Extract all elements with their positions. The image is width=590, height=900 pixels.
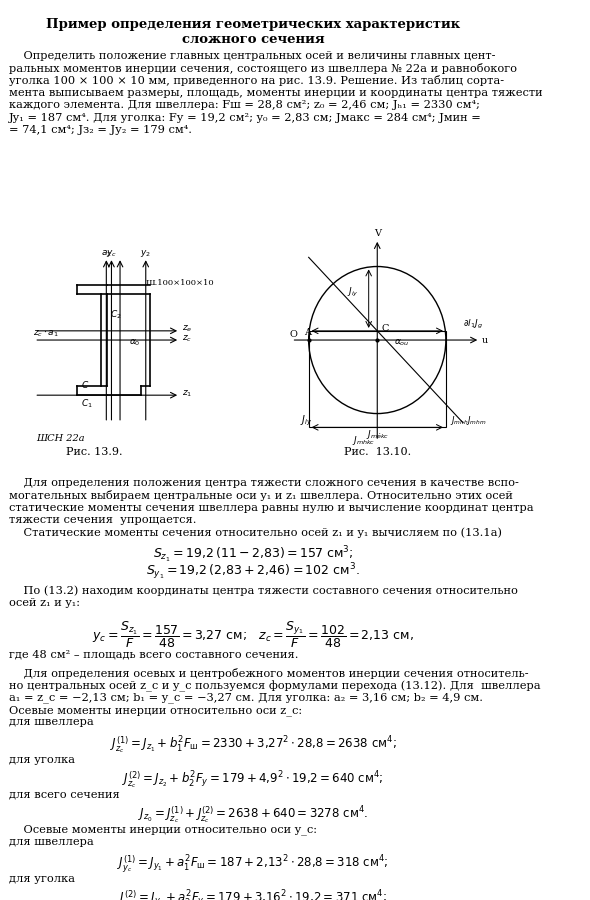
Text: могательных выбираем центральные оси y₁ и z₁ швеллера. Относительно этих осей: могательных выбираем центральные оси y₁ … — [9, 491, 513, 501]
Text: V: V — [373, 230, 381, 238]
Text: Статические моменты сечения относительно осей z₁ и y₁ вычисляем по (13.1а): Статические моменты сечения относительно… — [9, 527, 502, 538]
Text: $J^{(2)}_{z_c} = J_{z_2} + b_2^2 F_y = 179 + 4{,}9^2 \cdot 19{,}2 = 640\ \text{с: $J^{(2)}_{z_c} = J_{z_2} + b_2^2 F_y = 1… — [122, 770, 384, 790]
Text: статические моменты сечения швеллера равны нулю и вычисление координат центра: статические моменты сечения швеллера рав… — [9, 503, 533, 513]
Text: для уголка: для уголка — [9, 754, 74, 764]
Text: сложного сечения: сложного сечения — [182, 33, 324, 46]
Text: $J^{(2)}_{y_c} = J_{y_2} + a_2^2 F_y = 179 + 3{,}16^2 \cdot 19{,}2 = 371\ \text{: $J^{(2)}_{y_c} = J_{y_2} + a_2^2 F_y = 1… — [119, 888, 388, 900]
Text: Осевые моменты инерции относительно оси y_c:: Осевые моменты инерции относительно оси … — [9, 824, 317, 835]
Text: $y_2$: $y_2$ — [140, 248, 151, 259]
Text: для швеллера: для швеллера — [9, 837, 93, 847]
Text: a₁ = z_c = −2,13 см; b₁ = y_c = −3,27 см. Для уголка: a₂ = 3,16 см; b₂ = 4,9 см.: a₁ = z_c = −2,13 см; b₁ = y_c = −3,27 см… — [9, 692, 483, 703]
Text: $S_{z_1} = 19{,}2\,(11 - 2{,}83) = 157\ \text{см}^3;$: $S_{z_1} = 19{,}2\,(11 - 2{,}83) = 157\ … — [153, 544, 353, 564]
Text: ШСН 22а: ШСН 22а — [36, 434, 84, 443]
Text: $\alpha_{ou}$: $\alpha_{ou}$ — [394, 338, 410, 348]
Text: Осевые моменты инерции относительно оси z_c:: Осевые моменты инерции относительно оси … — [9, 705, 301, 716]
Text: A: A — [304, 328, 312, 338]
Text: $J_{mhh} J_{mhm}$: $J_{mhh} J_{mhm}$ — [450, 414, 487, 427]
Text: $\partial l_1 J_g$: $\partial l_1 J_g$ — [463, 318, 483, 330]
Text: $J_{iy}$: $J_{iy}$ — [348, 285, 359, 299]
Text: = 74,1 см⁴; Jз₂ = Jу₂ = 179 см⁴.: = 74,1 см⁴; Jз₂ = Jу₂ = 179 см⁴. — [9, 125, 192, 135]
Text: Рис. 13.9.: Рис. 13.9. — [66, 447, 123, 457]
Text: $J_{m\acute{e}kc}$: $J_{m\acute{e}kc}$ — [366, 428, 389, 440]
Text: для уголка: для уголка — [9, 874, 74, 884]
Text: мента выписываем размеры, площадь, моменты инерции и координаты центра тяжести: мента выписываем размеры, площадь, момен… — [9, 88, 542, 98]
Text: Jу₁ = 187 см⁴. Для уголка: Fу = 19,2 см²; y₀ = 2,83 см; Jмакс = 284 см⁴; Jмин =: Jу₁ = 187 см⁴. Для уголка: Fу = 19,2 см²… — [9, 112, 481, 122]
Text: для швеллера: для швеллера — [9, 717, 93, 727]
Text: $z_e$: $z_e$ — [182, 324, 192, 334]
Bar — [309, 331, 446, 428]
Text: Определить положение главных центральных осей и величины главных цент-: Определить положение главных центральных… — [9, 50, 495, 60]
Text: $y_c$: $y_c$ — [106, 248, 117, 259]
Text: По (13.2) находим координаты центра тяжести составного сечения относительно: По (13.2) находим координаты центра тяже… — [9, 586, 517, 597]
Text: для всего сечения: для всего сечения — [9, 789, 119, 799]
Text: $y_c = \dfrac{S_{z_1}}{F} = \dfrac{157}{48} = 3{,}27\ \text{см;}\ \ \ z_c = \dfr: $y_c = \dfrac{S_{z_1}}{F} = \dfrac{157}{… — [92, 620, 414, 650]
Text: каждого элемента. Для швеллера: Fш = 28,8 см²; z₀ = 2,46 см; Jₕ₁ = 2330 см⁴;: каждого элемента. Для швеллера: Fш = 28,… — [9, 100, 480, 110]
Text: Рис.  13.10.: Рис. 13.10. — [344, 447, 411, 457]
Text: $z_c \cdot a_1$: $z_c \cdot a_1$ — [32, 328, 58, 339]
Text: но центральных осей z_c и y_c пользуемся формулами перехода (13.12). Для  швелле: но центральных осей z_c и y_c пользуемся… — [9, 680, 540, 691]
Text: Для определения осевых и центробежного моментов инерции сечения относитель-: Для определения осевых и центробежного м… — [9, 668, 528, 679]
Text: $J_{iy}$: $J_{iy}$ — [300, 413, 313, 428]
Text: $C_2$: $C_2$ — [110, 308, 122, 320]
Text: Пример определения геометрических характеристик: Пример определения геометрических характ… — [46, 18, 460, 32]
Text: $z_c$: $z_c$ — [182, 333, 192, 344]
Text: $J^{(1)}_{y_c} = J_{y_1} + a_1^2 F_\text{ш} = 187 + 2{,}13^2 \cdot 28{,}8 = 318\: $J^{(1)}_{y_c} = J_{y_1} + a_1^2 F_\text… — [117, 854, 389, 875]
Text: Для определения положения центра тяжести сложного сечения в качестве вспо-: Для определения положения центра тяжести… — [9, 478, 519, 488]
Text: $J_{z_0} = J^{(1)}_{z_c} + J^{(2)}_{z_c} = 2638 + 640 = 3278\ \text{см}^4.$: $J_{z_0} = J^{(1)}_{z_c} + J^{(2)}_{z_c}… — [138, 804, 368, 825]
Text: $a_2$: $a_2$ — [101, 248, 112, 259]
Text: $C$: $C$ — [81, 379, 90, 390]
Text: $J_{mhkc}$: $J_{mhkc}$ — [352, 434, 375, 447]
Text: $C_1$: $C_1$ — [81, 397, 93, 410]
Text: где 48 см² – площадь всего составного сечения.: где 48 см² – площадь всего составного се… — [9, 649, 298, 660]
Text: тяжести сечения  упрощается.: тяжести сечения упрощается. — [9, 515, 196, 525]
Text: O: O — [290, 330, 298, 339]
Text: $J^{(1)}_{z_c} = J_{z_1} + b_1^2 F_\text{ш} = 2330 + 3{,}27^2 \cdot 28{,}8 = 263: $J^{(1)}_{z_c} = J_{z_1} + b_1^2 F_\text… — [110, 734, 396, 755]
Text: осей z₁ и y₁:: осей z₁ и y₁: — [9, 598, 80, 608]
Text: C: C — [382, 324, 389, 333]
Text: $z_1$: $z_1$ — [182, 388, 192, 399]
Text: $\alpha_0$: $\alpha_0$ — [129, 338, 140, 348]
Text: уголка 100 × 100 × 10 мм, приведенного на рис. 13.9. Решение. Из таблиц сорта-: уголка 100 × 100 × 10 мм, приведенного н… — [9, 76, 504, 86]
Text: $S_{y_1} = 19{,}2\,(2{,}83 + 2{,}46) = 102\ \text{см}^3.$: $S_{y_1} = 19{,}2\,(2{,}83 + 2{,}46) = 1… — [146, 561, 360, 581]
Text: u: u — [482, 336, 488, 345]
Text: Ш.100×100×10: Ш.100×100×10 — [146, 279, 214, 287]
Text: ральных моментов инерции сечения, состоящего из швеллера № 22а и равнобокого: ральных моментов инерции сечения, состоя… — [9, 63, 517, 74]
